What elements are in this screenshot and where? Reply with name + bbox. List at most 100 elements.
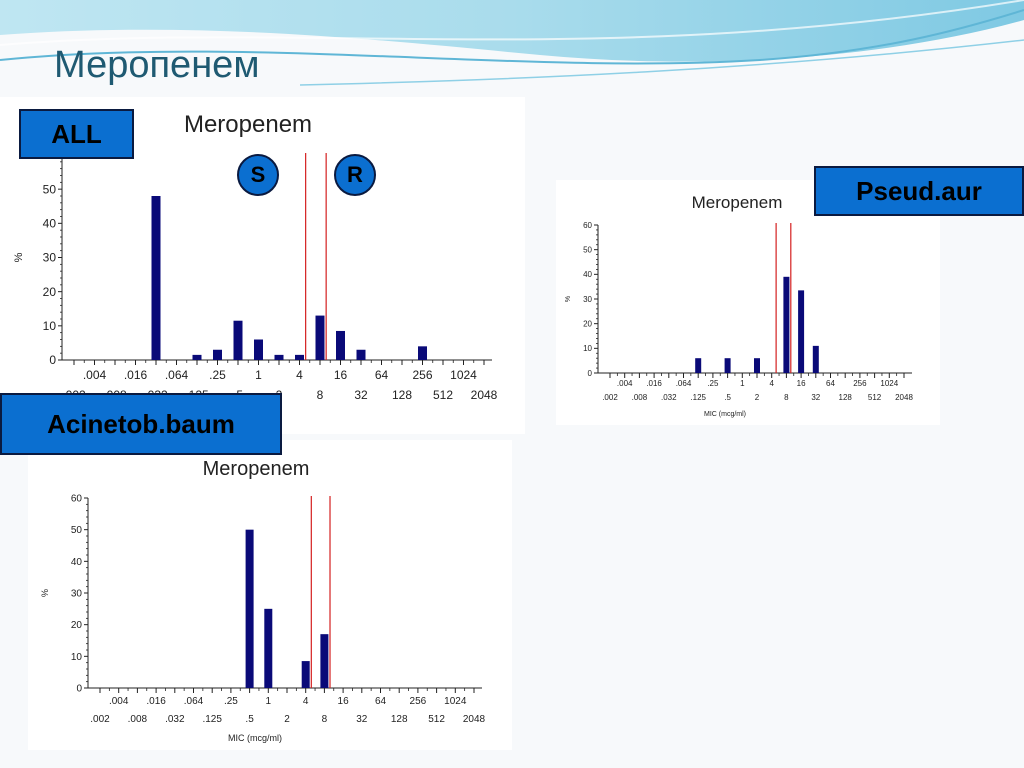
bar-.125 (695, 358, 702, 373)
x-tick-label: 4 (769, 379, 774, 388)
x-tick-label: 256 (410, 696, 427, 707)
x-tick-label: 256 (853, 379, 867, 388)
bar-8 (315, 315, 325, 360)
x-tick-label: .5 (724, 393, 731, 402)
x-tick-label: .004 (83, 368, 107, 382)
bar-1 (264, 608, 273, 688)
x-tick-label: .125 (690, 393, 706, 402)
x-tick-label: .032 (165, 714, 185, 725)
x-tick-label: 1 (255, 368, 262, 382)
x-tick-label: .25 (224, 696, 238, 707)
y-tick-label: 40 (43, 217, 57, 231)
bar-.032 (151, 196, 161, 360)
x-tick-label: .016 (124, 368, 148, 382)
x-tick-label: 32 (354, 388, 368, 402)
bar-.5 (724, 358, 731, 373)
chart-acinet-panel: Meropenem 0 10 20 30 40 50 60% .004 .016 .064 .25 1 4… (28, 440, 512, 750)
x-tick-label: 16 (334, 368, 348, 382)
x-tick-label: 64 (375, 368, 389, 382)
y-tick-label: 20 (71, 620, 83, 631)
bar-8 (783, 276, 790, 373)
header-wave-decoration (0, 0, 1024, 86)
x-tick-label: .064 (184, 696, 204, 707)
x-tick-label: .064 (676, 379, 692, 388)
x-tick-label: 2048 (471, 388, 498, 402)
x-tick-label: .008 (128, 714, 148, 725)
bar-16 (798, 290, 805, 373)
x-tick-label: 32 (811, 393, 820, 402)
label-pseud: Pseud.aur (814, 166, 1024, 216)
y-tick-label: 10 (71, 652, 83, 663)
x-axis-label: MIC (mcg/ml) (704, 411, 746, 418)
bar-2 (274, 354, 284, 360)
slide-title: Меропенем (54, 44, 260, 86)
chart-title: Meropenem (692, 193, 783, 212)
y-tick-label: 20 (583, 319, 592, 328)
x-tick-label: 512 (433, 388, 453, 402)
chart-title: Meropenem (203, 458, 310, 480)
x-tick-label: 8 (784, 393, 789, 402)
chart-title: Meropenem (184, 111, 312, 138)
bar-.5 (245, 529, 254, 688)
bar-1 (254, 339, 263, 360)
y-tick-label: 0 (588, 369, 593, 378)
y-tick-label: 0 (76, 684, 82, 695)
x-tick-label: 512 (428, 714, 445, 725)
y-axis-label: % (40, 589, 50, 597)
x-tick-label: 2048 (895, 393, 913, 402)
x-tick-label: 128 (839, 393, 853, 402)
chart-pseud-panel: Meropenem 0 10 20 30 40 50 60% .004 .016 .064 .25 1 4… (556, 180, 940, 425)
label-acinet: Acinetob.baum (0, 393, 282, 455)
x-tick-label: .25 (209, 368, 226, 382)
bar-256 (418, 346, 427, 360)
y-tick-label: 30 (71, 589, 83, 600)
x-tick-label: 128 (391, 714, 408, 725)
y-axis-label: % (13, 252, 25, 262)
chart-all: Meropenem0102030405060%.004.016.064.2514… (13, 111, 498, 402)
resistant-marker: R (334, 154, 376, 196)
y-tick-label: 50 (71, 525, 83, 536)
bar-32 (356, 349, 366, 360)
x-tick-label: 8 (317, 388, 324, 402)
y-tick-label: 60 (583, 221, 592, 230)
x-tick-label: 16 (797, 379, 806, 388)
x-tick-label: 256 (412, 368, 432, 382)
chart-pseudomonas: Meropenem 0 10 20 30 40 50 60% .004 .016 .064 .25 1 4… (565, 193, 913, 418)
x-tick-label: 16 (338, 696, 350, 707)
bar-.25 (213, 349, 222, 360)
x-tick-label: 2 (284, 714, 290, 725)
bar-2 (754, 358, 760, 373)
x-tick-label: 1024 (880, 379, 898, 388)
y-tick-label: 20 (43, 285, 57, 299)
x-tick-label: .008 (632, 393, 648, 402)
label-all: ALL (19, 109, 134, 159)
x-tick-label: 128 (392, 388, 412, 402)
y-tick-label: 10 (43, 319, 57, 333)
x-tick-label: .25 (707, 379, 719, 388)
y-tick-label: 40 (71, 557, 83, 568)
x-tick-label: 1 (266, 696, 272, 707)
x-tick-label: 1 (740, 379, 745, 388)
x-tick-label: .016 (646, 379, 662, 388)
x-tick-label: 512 (868, 393, 882, 402)
x-tick-label: 4 (303, 696, 309, 707)
bar-16 (336, 330, 345, 360)
x-tick-label: .004 (109, 696, 129, 707)
bar-4 (301, 661, 310, 688)
x-tick-label: .002 (90, 714, 110, 725)
x-axis-label: MIC (mcg/ml) (228, 733, 282, 743)
x-tick-label: .5 (245, 714, 254, 725)
bar-8 (320, 634, 329, 688)
bar-.125 (192, 354, 202, 360)
y-tick-label: 40 (583, 270, 592, 279)
x-tick-label: .032 (661, 393, 677, 402)
x-tick-label: .016 (146, 696, 166, 707)
y-tick-label: 30 (583, 295, 592, 304)
x-tick-label: 2048 (463, 714, 486, 725)
x-tick-label: .125 (202, 714, 222, 725)
x-tick-label: 64 (826, 379, 835, 388)
x-tick-label: 2 (755, 393, 760, 402)
y-tick-label: 10 (583, 344, 592, 353)
y-axis-label: % (565, 296, 572, 302)
x-tick-label: 4 (296, 368, 303, 382)
